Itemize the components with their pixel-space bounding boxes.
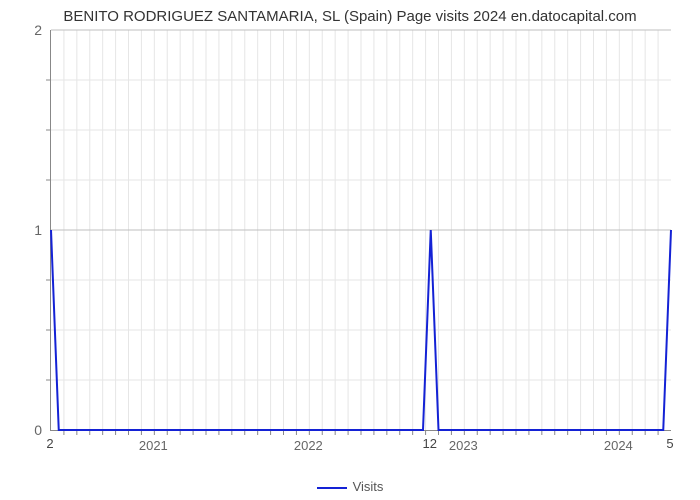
y-tick-label: 2 — [34, 22, 42, 38]
y-tick-label: 1 — [34, 222, 42, 238]
data-point-label: 12 — [423, 436, 437, 451]
chart-svg — [51, 30, 671, 430]
legend-line-icon — [317, 487, 347, 489]
data-point-label: 2 — [46, 436, 53, 451]
data-point-label: 5 — [666, 436, 673, 451]
legend: Visits — [0, 479, 700, 494]
y-tick-label: 0 — [34, 422, 42, 438]
chart-container: BENITO RODRIGUEZ SANTAMARIA, SL (Spain) … — [0, 0, 700, 500]
plot-area — [50, 30, 671, 431]
x-tick-label: 2024 — [604, 438, 633, 453]
x-tick-label: 2022 — [294, 438, 323, 453]
legend-label: Visits — [353, 479, 384, 494]
x-tick-label: 2021 — [139, 438, 168, 453]
x-tick-label: 2023 — [449, 438, 478, 453]
chart-title: BENITO RODRIGUEZ SANTAMARIA, SL (Spain) … — [0, 8, 700, 25]
